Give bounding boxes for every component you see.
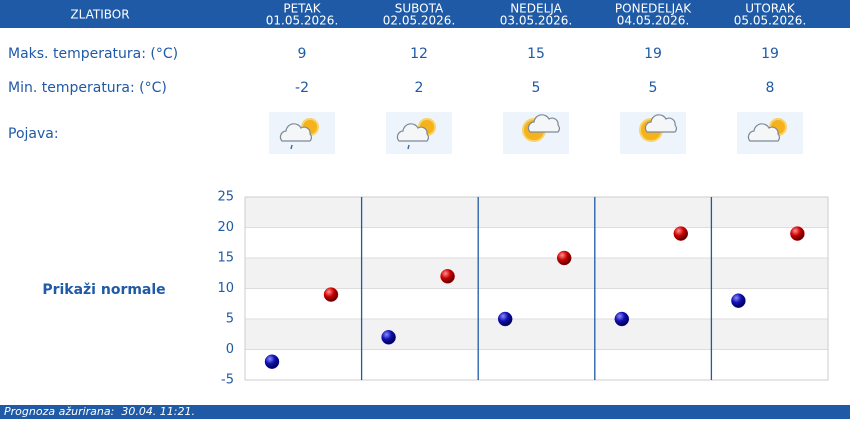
footer: Prognoza ažurirana: 30.04. 11:21.	[4, 405, 195, 418]
weather-icon	[737, 112, 803, 154]
day-date: 02.05.2026.	[383, 14, 456, 28]
day-date: 03.05.2026.	[500, 14, 573, 28]
temperature-dot	[673, 226, 689, 241]
temperature: 9	[298, 46, 307, 62]
cloud	[279, 123, 312, 142]
y-tick-label: 10	[217, 281, 234, 296]
day-name: UTORAK	[745, 2, 796, 16]
day-name: PETAK	[283, 2, 321, 16]
band	[245, 258, 828, 289]
temperature: 19	[644, 46, 662, 62]
toggle-normals[interactable]: Prikaži normale	[42, 282, 165, 298]
y-tick-label: 5	[226, 312, 234, 327]
day-date: 04.05.2026.	[617, 14, 690, 28]
temperature: 8	[766, 80, 775, 96]
y-tick-label: 0	[226, 342, 234, 357]
weather-icon	[620, 112, 686, 154]
temperature-dot	[614, 311, 630, 327]
row-label: Maks. temperatura: (°C)	[8, 46, 178, 62]
y-tick-label: -5	[221, 373, 234, 388]
temperature-dot	[381, 330, 396, 345]
weather-icon	[269, 112, 335, 154]
row-label: Min. temperatura: (°C)	[8, 80, 167, 96]
temperature-dot	[556, 250, 572, 266]
cloud	[527, 114, 560, 133]
row-label: Pojava:	[8, 126, 59, 142]
day-name: NEDELJA	[510, 2, 562, 16]
temperature: 15	[527, 46, 545, 62]
day-date: 05.05.2026.	[734, 14, 807, 28]
plot-border	[244, 196, 829, 381]
temperature: 12	[410, 46, 428, 62]
temperature-dot	[440, 269, 455, 284]
rain	[290, 144, 293, 150]
temperature: 5	[649, 80, 658, 96]
temperature: 5	[532, 80, 541, 96]
weather-icon	[386, 112, 452, 154]
band	[245, 319, 828, 350]
temperature: 19	[761, 46, 779, 62]
cloud	[644, 114, 677, 133]
temperature-dot	[497, 311, 513, 327]
temperature-dot	[790, 226, 805, 241]
temperature-dot	[323, 287, 339, 302]
band	[245, 197, 828, 228]
temperature-dot	[264, 354, 280, 369]
header-bar	[0, 0, 850, 28]
day-date: 01.05.2026.	[266, 14, 339, 28]
y-tick-label: 25	[217, 190, 234, 205]
temperature-dot	[731, 293, 746, 308]
temperature: -2	[295, 80, 309, 96]
location: ZLATIBOR	[70, 8, 129, 22]
rain	[407, 144, 410, 150]
y-tick-label: 15	[217, 251, 234, 266]
temperature: 2	[415, 80, 424, 96]
weather-icon	[503, 112, 569, 154]
cloud	[747, 123, 780, 142]
day-name: PONEDELJAK	[615, 2, 692, 16]
day-name: SUBOTA	[395, 2, 444, 16]
cloud	[396, 123, 429, 142]
footer-bar	[0, 405, 850, 419]
y-tick-label: 20	[217, 220, 234, 235]
